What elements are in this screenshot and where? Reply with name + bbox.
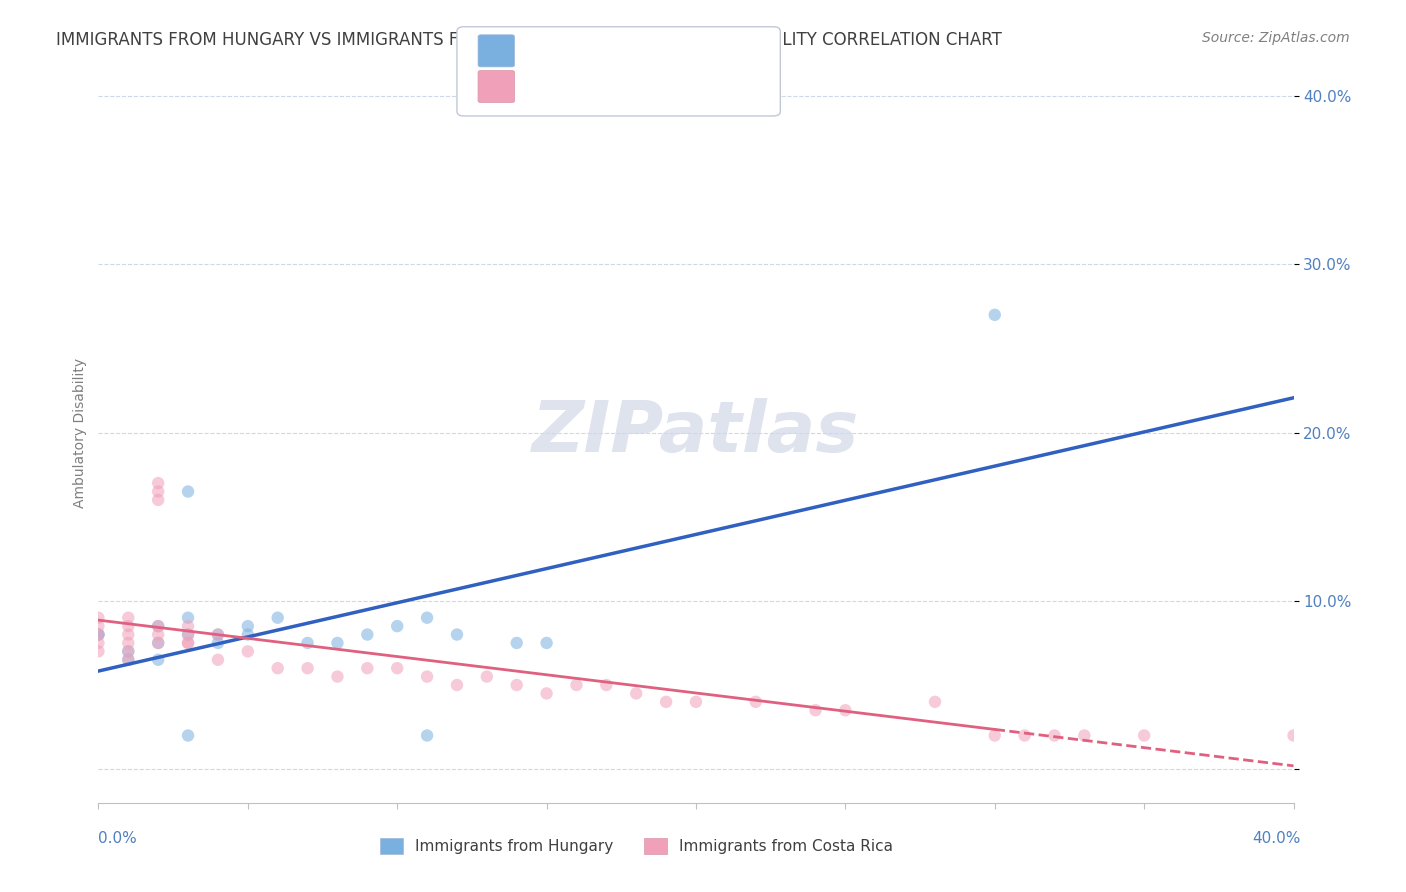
Point: [804, 703, 827, 717]
Point: [416, 670, 439, 684]
Point: [297, 636, 319, 650]
Text: 40.0%: 40.0%: [1253, 831, 1301, 846]
Point: [385, 619, 409, 633]
Point: [267, 661, 290, 675]
Point: [356, 627, 378, 641]
Point: [148, 484, 170, 499]
Text: ZIPatlas: ZIPatlas: [533, 398, 859, 467]
Point: [595, 678, 617, 692]
Point: [148, 653, 170, 667]
Point: [984, 308, 1007, 322]
Point: [236, 619, 259, 633]
Point: [236, 627, 259, 641]
Text: 0.0%: 0.0%: [98, 831, 138, 846]
Point: [117, 653, 139, 667]
Point: [177, 627, 200, 641]
Point: [87, 636, 110, 650]
Point: [117, 610, 139, 624]
Point: [984, 729, 1007, 743]
Point: [148, 619, 170, 633]
Point: [148, 619, 170, 633]
Point: [1133, 729, 1156, 743]
Point: [148, 476, 170, 491]
Point: [148, 492, 170, 507]
Point: [177, 610, 200, 624]
Point: [745, 695, 768, 709]
Point: [416, 610, 439, 624]
Point: [87, 644, 110, 658]
Point: [148, 636, 170, 650]
Point: [536, 636, 558, 650]
Point: [117, 627, 139, 641]
Point: [117, 644, 139, 658]
Point: [117, 619, 139, 633]
Point: [87, 627, 110, 641]
Point: [834, 703, 856, 717]
Point: [177, 636, 200, 650]
Legend: Immigrants from Hungary, Immigrants from Costa Rica: Immigrants from Hungary, Immigrants from…: [373, 830, 900, 862]
Point: [1073, 729, 1095, 743]
Point: [565, 678, 588, 692]
Point: [117, 636, 139, 650]
Point: [506, 636, 529, 650]
Point: [536, 686, 558, 700]
Point: [356, 661, 378, 675]
Point: [446, 627, 468, 641]
Text: Source: ZipAtlas.com: Source: ZipAtlas.com: [1202, 31, 1350, 45]
Point: [1043, 729, 1066, 743]
Point: [148, 627, 170, 641]
Point: [685, 695, 707, 709]
Y-axis label: Ambulatory Disability: Ambulatory Disability: [73, 358, 87, 508]
Point: [177, 627, 200, 641]
Point: [207, 636, 229, 650]
Point: [236, 644, 259, 658]
Point: [177, 729, 200, 743]
Point: [117, 653, 139, 667]
Point: [148, 636, 170, 650]
Point: [326, 636, 349, 650]
Point: [177, 619, 200, 633]
Point: [297, 661, 319, 675]
Point: [506, 678, 529, 692]
Point: [475, 670, 498, 684]
Point: [267, 610, 290, 624]
Point: [177, 484, 200, 499]
Text: R = -0.239   N = 49: R = -0.239 N = 49: [529, 79, 679, 94]
Point: [87, 627, 110, 641]
Text: IMMIGRANTS FROM HUNGARY VS IMMIGRANTS FROM COSTA RICA AMBULATORY DISABILITY CORR: IMMIGRANTS FROM HUNGARY VS IMMIGRANTS FR…: [56, 31, 1002, 49]
Point: [385, 661, 409, 675]
Point: [207, 627, 229, 641]
Point: [326, 670, 349, 684]
Point: [1282, 729, 1305, 743]
Point: [446, 678, 468, 692]
Text: R =  0.868   N = 26: R = 0.868 N = 26: [529, 44, 678, 58]
Point: [416, 729, 439, 743]
Point: [1014, 729, 1036, 743]
Point: [207, 653, 229, 667]
Point: [117, 644, 139, 658]
Point: [655, 695, 678, 709]
Point: [626, 686, 648, 700]
Point: [924, 695, 946, 709]
Point: [87, 610, 110, 624]
Point: [87, 627, 110, 641]
Point: [177, 636, 200, 650]
Point: [87, 619, 110, 633]
Point: [207, 627, 229, 641]
